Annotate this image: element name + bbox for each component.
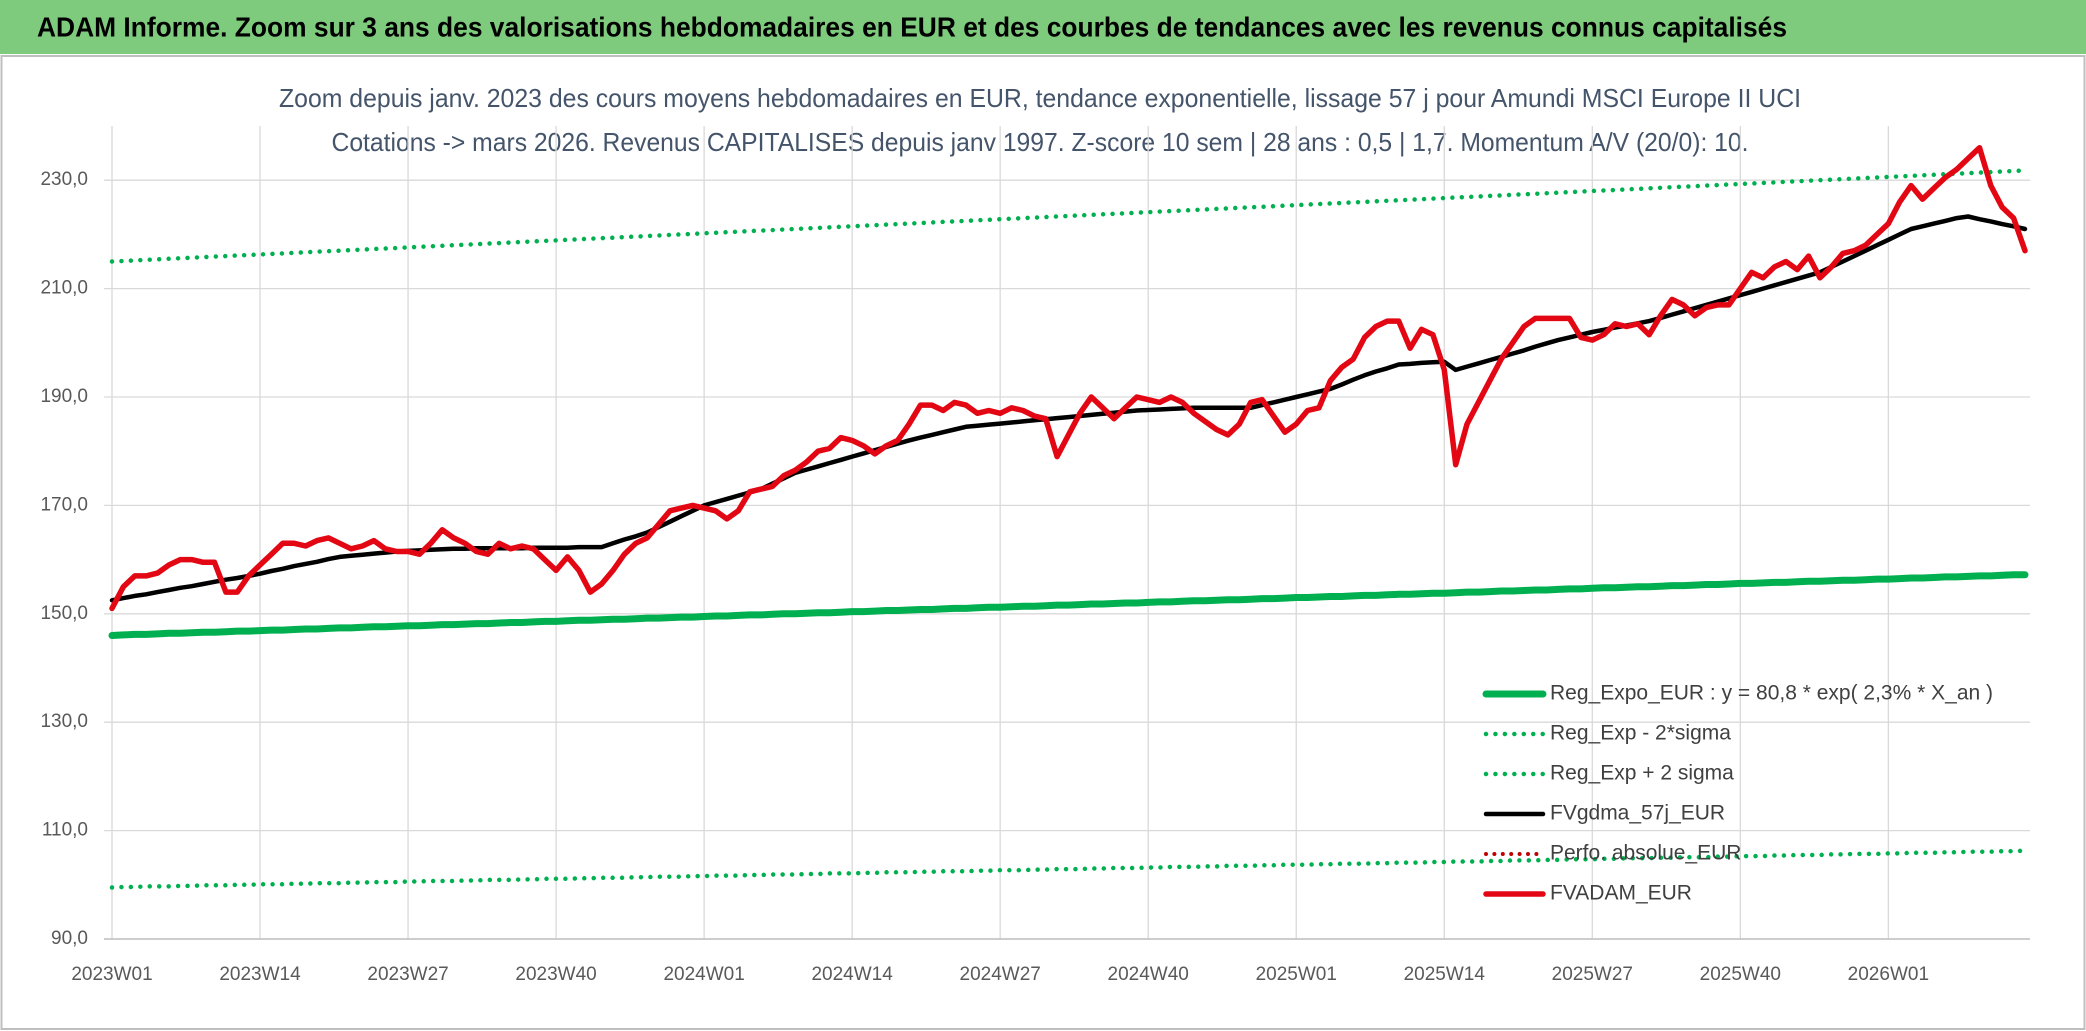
y-tick-label: 210,0	[40, 278, 88, 299]
legend-label: Reg_Expo_EUR : y = 80,8 * exp( 2,3% * X_…	[1550, 682, 1993, 705]
chart-subtitle: Cotations -> mars 2026. Revenus CAPITALI…	[332, 127, 1749, 157]
legend-label: FVgdma_57j_EUR	[1550, 802, 1725, 825]
series-line	[108, 571, 2029, 639]
y-tick-label: 130,0	[40, 711, 88, 732]
header-band	[0, 0, 2086, 54]
x-tick-label: 2023W40	[515, 964, 596, 985]
x-tick-label: 2024W01	[663, 964, 744, 985]
y-tick-label: 110,0	[42, 820, 88, 841]
x-tick-label: 2025W14	[1404, 964, 1486, 985]
legend-label: Reg_Exp + 2 sigma	[1550, 762, 1734, 785]
x-tick-label: 2026W01	[1848, 964, 1929, 985]
series-line	[109, 848, 2028, 890]
legend-label: FVADAM_EUR	[1550, 882, 1692, 905]
x-tick-label: 2023W01	[71, 964, 152, 985]
header-title: ADAM Informe. Zoom sur 3 ans des valoris…	[37, 11, 1787, 42]
chart-title: Zoom depuis janv. 2023 des cours moyens …	[279, 83, 1801, 113]
x-tick-label: 2024W40	[1108, 964, 1189, 985]
x-tick-label: 2025W01	[1256, 964, 1337, 985]
x-tick-label: 2023W27	[367, 964, 448, 985]
legend-label: Perfo. absolue_EUR	[1550, 842, 1741, 865]
chart-frame	[0, 55, 2086, 1030]
y-tick-label: 190,0	[40, 386, 88, 407]
y-tick-label: 90,0	[51, 928, 88, 949]
x-tick-label: 2025W27	[1552, 964, 1633, 985]
legend-label: Reg_Exp - 2*sigma	[1550, 722, 1731, 745]
y-tick-label: 230,0	[40, 169, 88, 190]
y-tick-label: 150,0	[40, 603, 88, 624]
y-tick-label: 170,0	[40, 494, 88, 515]
x-tick-label: 2023W14	[219, 964, 301, 985]
x-tick-label: 2025W40	[1700, 964, 1781, 985]
series-line	[109, 168, 2028, 264]
x-tick-label: 2024W14	[811, 964, 893, 985]
series-line	[109, 144, 2028, 612]
x-tick-label: 2024W27	[960, 964, 1041, 985]
